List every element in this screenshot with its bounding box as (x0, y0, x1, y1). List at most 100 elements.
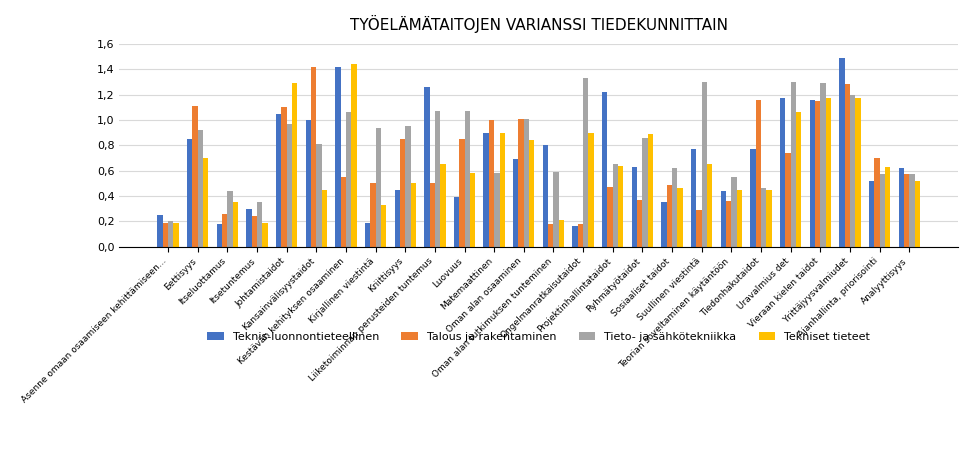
Bar (780, 98, 785, 247)
Bar (217, 224, 222, 247)
Bar (602, 92, 607, 247)
Bar (529, 140, 534, 247)
Bar (429, 183, 435, 247)
Bar (880, 174, 884, 247)
Bar (750, 149, 756, 247)
Bar (499, 133, 505, 247)
Bar (554, 172, 559, 247)
Bar (631, 167, 637, 247)
Bar (257, 202, 263, 247)
Bar (796, 112, 802, 247)
Bar (395, 190, 400, 247)
Bar (246, 209, 252, 247)
Bar (815, 101, 820, 247)
Bar (840, 58, 845, 247)
Bar (826, 98, 831, 247)
Bar (737, 190, 742, 247)
Bar (810, 100, 815, 247)
Bar (173, 223, 179, 247)
Bar (336, 67, 341, 247)
Bar (845, 84, 849, 247)
Bar (548, 224, 554, 247)
Bar (583, 78, 589, 247)
Bar (589, 133, 594, 247)
Bar (453, 197, 459, 247)
Bar (494, 173, 499, 247)
Bar (637, 200, 642, 247)
Bar (440, 164, 446, 247)
Bar (322, 190, 327, 247)
Bar (276, 114, 281, 247)
Bar (607, 187, 613, 247)
Bar (287, 124, 292, 247)
Bar (198, 130, 203, 247)
Bar (281, 107, 287, 247)
Bar (642, 137, 648, 247)
Bar (376, 128, 380, 247)
Bar (915, 181, 919, 247)
Bar (306, 120, 311, 247)
Bar (909, 174, 915, 247)
Bar (400, 139, 405, 247)
Bar (820, 83, 826, 247)
Bar (341, 177, 346, 247)
Bar (292, 83, 298, 247)
Bar (767, 190, 772, 247)
Bar (193, 106, 198, 247)
Bar (162, 223, 168, 247)
Bar (222, 214, 228, 247)
Bar (203, 158, 208, 247)
Bar (346, 112, 351, 247)
Bar (726, 201, 732, 247)
Bar (459, 139, 464, 247)
Bar (371, 183, 376, 247)
Bar (411, 183, 415, 247)
Bar (470, 173, 475, 247)
Bar (756, 100, 761, 247)
Bar (572, 226, 578, 247)
Bar (904, 174, 909, 247)
Bar (405, 126, 411, 247)
Bar (543, 145, 548, 247)
Bar (484, 133, 488, 247)
Bar (761, 188, 767, 247)
Bar (316, 144, 322, 247)
Bar (311, 67, 316, 247)
Bar (228, 191, 233, 247)
Bar (578, 224, 583, 247)
Bar (559, 220, 564, 247)
Bar (380, 205, 386, 247)
Bar (884, 167, 890, 247)
Bar (613, 164, 618, 247)
Bar (464, 111, 470, 247)
Bar (187, 139, 193, 247)
Bar (618, 165, 624, 247)
Bar (707, 164, 712, 247)
Bar (697, 210, 702, 247)
Bar (233, 202, 238, 247)
Bar (855, 98, 860, 247)
Bar (365, 223, 371, 247)
Bar (691, 149, 697, 247)
Bar (869, 181, 874, 247)
Bar (898, 168, 904, 247)
Bar (488, 120, 494, 247)
Bar (849, 95, 855, 247)
Legend: Teknis-luonnontieteellinen, Talous ja rakentaminen, Tieto- ja sähkötekniikka, Te: Teknis-luonnontieteellinen, Talous ja ra… (202, 328, 875, 347)
Bar (874, 158, 880, 247)
Bar (732, 177, 737, 247)
Bar (677, 188, 683, 247)
Bar (785, 153, 791, 247)
Bar (168, 221, 173, 247)
Bar (435, 111, 440, 247)
Title: TYÖELÄMÄTAITOJEN VARIANSSI TIEDEKUNNITTAIN: TYÖELÄMÄTAITOJEN VARIANSSI TIEDEKUNNITTA… (349, 15, 728, 33)
Bar (424, 87, 429, 247)
Bar (662, 202, 667, 247)
Bar (351, 64, 357, 247)
Bar (523, 119, 529, 247)
Bar (672, 168, 677, 247)
Bar (263, 223, 268, 247)
Bar (721, 191, 726, 247)
Bar (158, 215, 162, 247)
Bar (667, 185, 672, 247)
